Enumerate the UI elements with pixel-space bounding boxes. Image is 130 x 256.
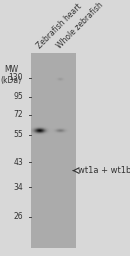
Text: 34: 34 <box>13 183 23 192</box>
Text: 95: 95 <box>13 92 23 101</box>
Text: MW
(kDa): MW (kDa) <box>0 65 22 84</box>
Text: 55: 55 <box>13 130 23 139</box>
Text: 43: 43 <box>13 158 23 167</box>
Text: 72: 72 <box>13 110 23 119</box>
Text: Whole zebrafish: Whole zebrafish <box>55 0 105 50</box>
Text: 130: 130 <box>8 73 23 82</box>
Text: wt1a + wt1b: wt1a + wt1b <box>78 166 130 175</box>
Bar <box>31 54 75 248</box>
Text: Zebrafish heart: Zebrafish heart <box>35 2 83 50</box>
Text: 26: 26 <box>13 212 23 221</box>
